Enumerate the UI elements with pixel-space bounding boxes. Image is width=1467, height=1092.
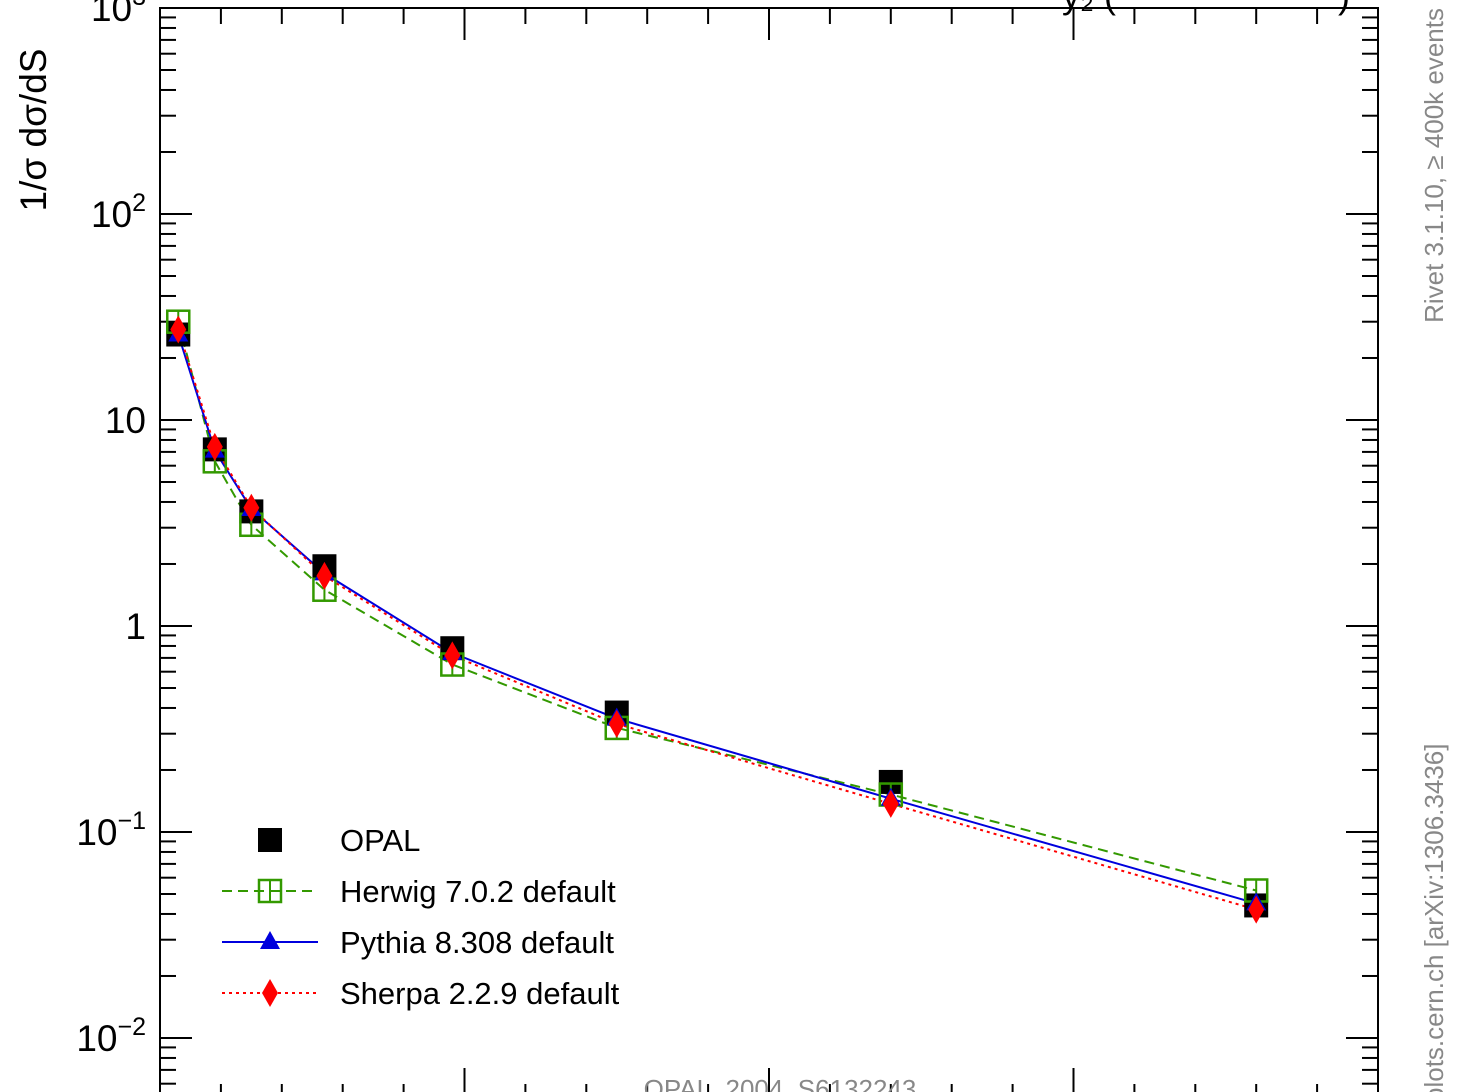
source-url-label: plots.cern.ch [arXiv:1306.3436] [1419, 744, 1449, 1092]
series-3-point [1248, 895, 1265, 924]
series-3-point [608, 709, 625, 738]
title-paren-close: ) [1338, 0, 1350, 16]
legend-label-0: OPAL [340, 823, 420, 858]
series-line-1 [177, 321, 1257, 892]
rivet-version-label: Rivet 3.1.10, ≥ 400k events [1419, 8, 1449, 323]
series-lines [177, 321, 1257, 911]
analysis-id-label: OPAL_2004_S6132243 [644, 1074, 917, 1092]
legend-marker-3 [262, 979, 278, 1007]
y-tick-label: 1 [125, 606, 146, 647]
y-tick-label: 102 [91, 189, 146, 235]
y-tick-labels: 10310210110−110−2 [76, 0, 146, 1059]
y-axis-label: 1/σ dσ/dS [13, 49, 54, 212]
legend-label-1: Herwig 7.0.2 default [340, 874, 616, 909]
legend: OPAL Herwig 7.0.2 default Pythia 8.308 def… [222, 823, 620, 1011]
legend-marker-0 [258, 828, 282, 852]
series-3-point [882, 789, 899, 818]
series-3-point [444, 641, 461, 670]
axis-ticks [159, 7, 1379, 1092]
legend-label-2: Pythia 8.308 default [340, 925, 614, 960]
legend-marker-2 [260, 931, 280, 949]
y-tick-label: 103 [91, 0, 146, 29]
series-3-point [170, 315, 187, 344]
series-3-point [316, 561, 333, 590]
y-tick-label: 10 [105, 400, 146, 441]
legend-label-3: Sherpa 2.2.9 default [340, 976, 620, 1011]
series-markers [166, 309, 1269, 924]
series-line-2 [177, 334, 1257, 905]
series-3-point [243, 493, 260, 522]
y-tick-label: 10−2 [76, 1013, 146, 1059]
y-tick-label: 10−1 [76, 807, 146, 853]
series-3-point [206, 432, 223, 461]
title-fragment: y₂ ( [1062, 0, 1116, 16]
